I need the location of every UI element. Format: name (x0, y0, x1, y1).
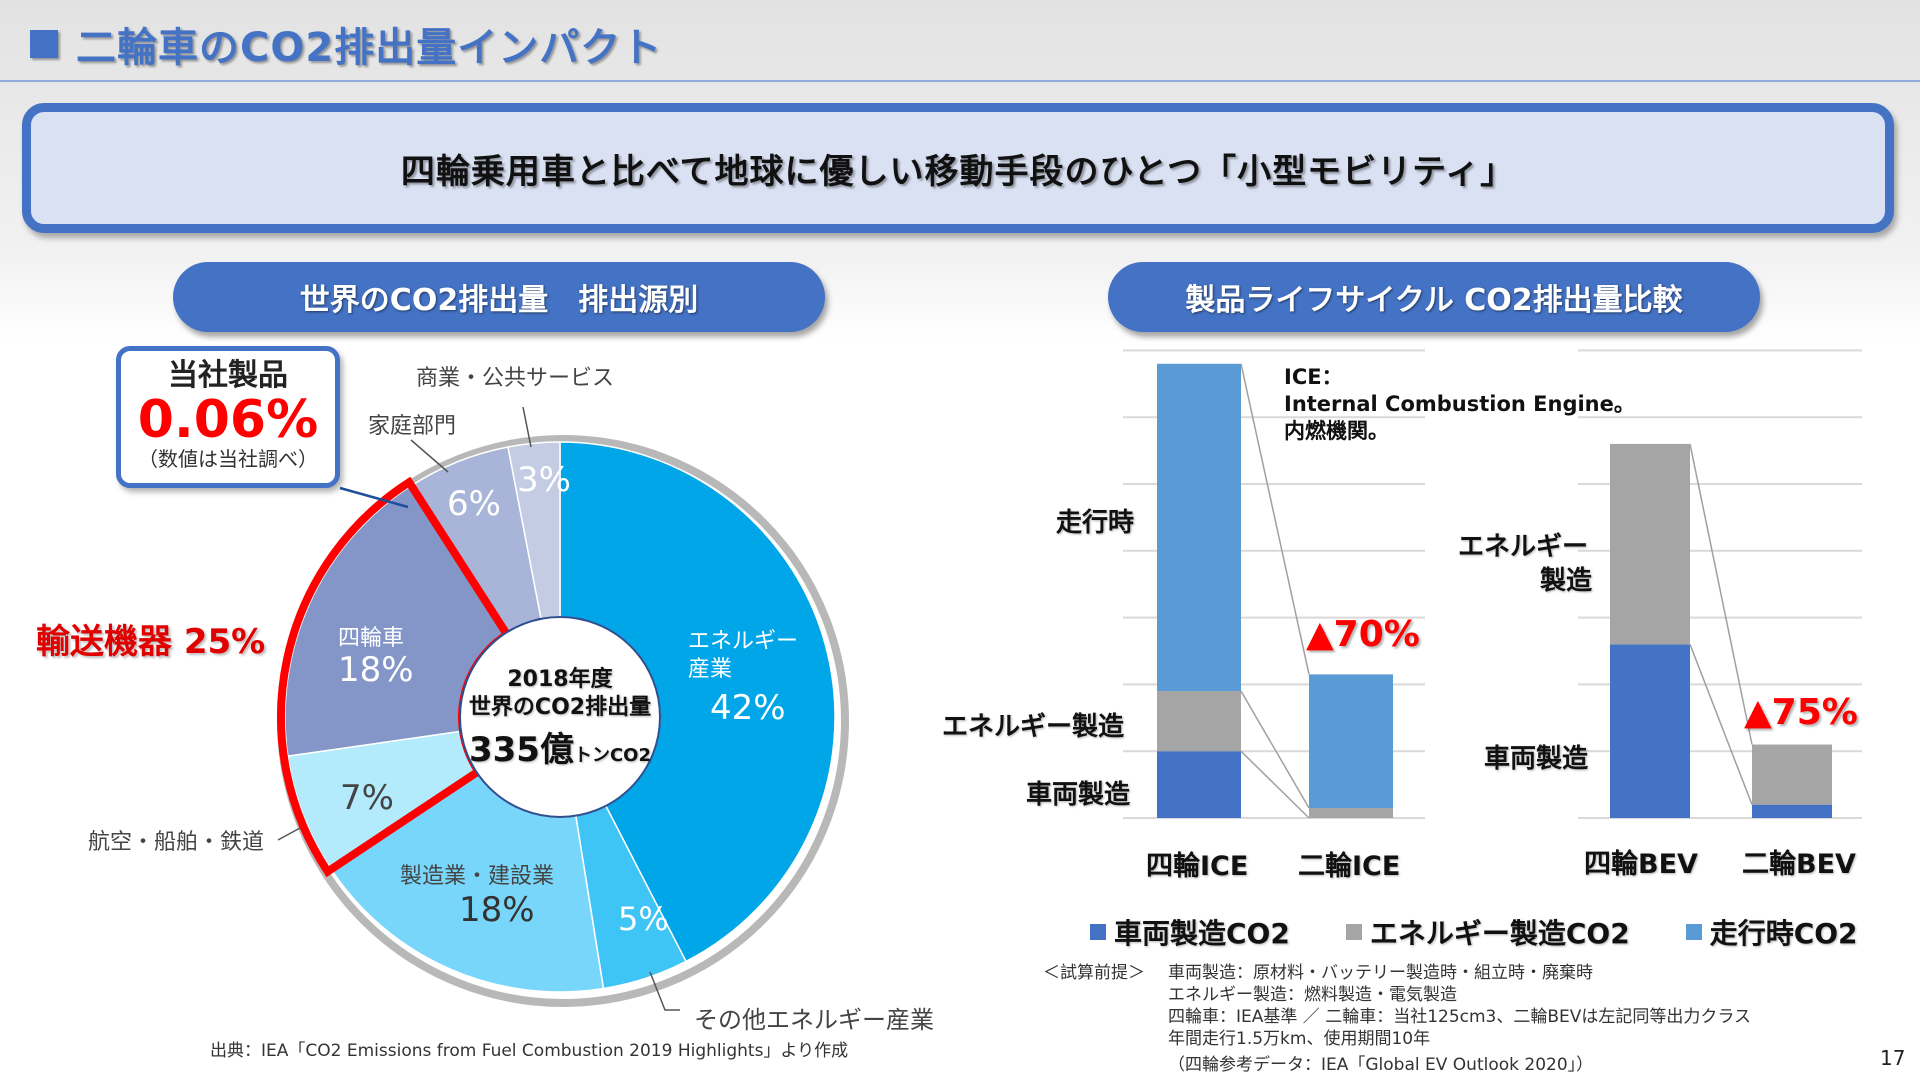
connector-line (1240, 363, 1310, 675)
page-title: 二輪車のCO2排出量インパクト (30, 14, 662, 74)
legend-swatch-icon (1345, 924, 1362, 940)
callout-leader-line (339, 486, 409, 509)
note-line: 年間走行1.5万km、使用期間10年 (1168, 1029, 1431, 1049)
slice-pct-household: 6% (447, 484, 501, 524)
donut-chart (277, 435, 849, 1007)
center-unit: トンCO2 (573, 745, 652, 766)
connector-line (1689, 443, 1753, 745)
note-line: 四輪車：IEA基準 ／ 二輪車：当社125cm3、二輪BEVは左記同等出力クラス (1168, 1007, 1752, 1027)
ice-reduction-label: ▲70% (1306, 614, 1420, 655)
pie-chart (277, 406, 849, 1011)
slice-name-energy: エネルギー産業 (688, 629, 799, 682)
slice-name-manufacturing: 製造業・建設業 (400, 864, 555, 889)
connector-line (1240, 750, 1310, 819)
center-caption: 世界のCO2排出量 (468, 695, 652, 720)
label-commercial: 商業・公共サービス (416, 366, 615, 391)
aviation-leader-line (277, 827, 301, 841)
other-energy-leader-line (649, 971, 680, 1011)
bar-segment (1610, 644, 1690, 818)
slice-name-four-wheel: 四輪車 (338, 626, 405, 651)
slice-pct-other-energy: 5% (618, 900, 669, 938)
commercial-leader-line (522, 406, 532, 448)
bar-segment (1752, 744, 1832, 805)
label-running: 走行時 (1056, 508, 1135, 538)
slice-pct-commercial: 3% (517, 460, 571, 500)
bar-section-title-text: 製品ライフサイクル CO2排出量比較 (1185, 283, 1683, 318)
label-bev-energy-2: 製造 (1540, 566, 1593, 596)
slice-pct-energy: 42% (710, 688, 786, 728)
donut-center-text: 2018年度 世界のCO2排出量 335億トンCO2 (460, 666, 660, 771)
bar-charts (1123, 349, 1862, 819)
legend-label: 走行時CO2 (1709, 917, 1858, 950)
connector-line (1240, 690, 1310, 809)
bev-reduction-label: ▲75% (1744, 692, 1858, 733)
center-year: 2018年度 (507, 667, 613, 692)
callout-note: （数値は当社調べ） (138, 447, 318, 471)
ice-note-line-2: Internal Combustion Engine。 (1284, 392, 1635, 416)
xlabel-two-wheel-bev: 二輪BEV (1742, 849, 1856, 880)
legend-item-running: 走行時CO2 (1685, 912, 1858, 952)
xlabel-two-wheel-ice: 二輪ICE (1298, 851, 1401, 882)
slice-pct-manufacturing: 18% (459, 890, 535, 930)
transport-total-label: 輸送機器 25% (36, 622, 266, 662)
stacked-bars (1157, 363, 1832, 819)
label-energy-production: エネルギー製造 (942, 712, 1125, 742)
page-title-text: 二輪車のCO2排出量インパクト (76, 25, 663, 71)
notes-tag: ＜試算前提＞ (1043, 963, 1145, 983)
bar-segment (1157, 691, 1241, 752)
bar-segment (1610, 443, 1690, 645)
ice-note-line-3: 内燃機関。 (1284, 419, 1389, 443)
bar-section-title: 製品ライフサイクル CO2排出量比較 (1108, 262, 1760, 332)
note-line: 車両製造：原材料・バッテリー製造時・組立時・廃棄時 (1168, 963, 1593, 983)
legend-item-vehicle: 車両製造CO2 (1090, 912, 1290, 952)
pie-section-title: 世界のCO2排出量 排出源別 (173, 262, 825, 332)
xlabel-four-wheel-ice: 四輪ICE (1146, 851, 1249, 882)
legend-label: 車両製造CO2 (1114, 917, 1290, 950)
bar-segment (1752, 804, 1832, 818)
company-share-callout: 当社製品 0.06% （数値は当社調べ） (116, 346, 340, 488)
pie-section-title-text: 世界のCO2排出量 排出源別 (299, 283, 699, 318)
center-value: 335億 (468, 730, 574, 770)
ice-definition-note: ICE： Internal Combustion Engine。 内燃機関。 (1284, 364, 1635, 445)
headline-banner: 四輪乗用車と比べて地球に優しい移動手段のひとつ「小型モビリティ」 (22, 103, 1894, 233)
label-bev-vehicle: 車両製造 (1484, 744, 1589, 774)
ice-note-line-1: ICE： (1284, 365, 1343, 389)
title-divider (0, 80, 1920, 82)
headline-text: 四輪乗用車と比べて地球に優しい移動手段のひとつ「小型モビリティ」 (400, 151, 1516, 192)
legend-swatch-icon (1090, 924, 1106, 940)
label-vehicle-production: 車両製造 (1026, 780, 1131, 810)
label-bev-energy-1: エネルギー (1458, 532, 1589, 562)
note-line: エネルギー製造：燃料製造・電気製造 (1168, 985, 1457, 1005)
xlabel-four-wheel-bev: 四輪BEV (1584, 849, 1698, 880)
donut-center (459, 616, 661, 818)
label-aviation: 航空・船舶・鉄道 (88, 830, 265, 855)
page-number: 17 (1880, 1046, 1906, 1070)
pie-source-note: 出典：IEA「CO2 Emissions from Fuel Combustio… (210, 1041, 849, 1061)
slice-pct-aviation: 7% (340, 778, 394, 818)
chart-legend: 車両製造CO2 エネルギー製造CO2 走行時CO2 (1090, 912, 1858, 952)
slice-pct-four-wheel: 18% (338, 650, 414, 690)
callout-value: 0.06% (137, 390, 319, 450)
bar-segment (1309, 807, 1393, 818)
connector-line (1689, 644, 1753, 805)
legend-swatch-icon (1685, 924, 1702, 940)
household-leader-line (410, 439, 449, 473)
title-bullet-icon (30, 30, 58, 58)
legend-item-energy: エネルギー製造CO2 (1345, 912, 1630, 952)
note-line: （四輪参考データ：IEA「Global EV Outlook 2020」） (1168, 1055, 1594, 1075)
slice-label-energy: エネルギー産業 42% (688, 628, 808, 728)
bar-segment (1157, 363, 1241, 692)
label-other-energy: その他エネルギー産業 (694, 1006, 934, 1034)
bar-segment (1157, 751, 1241, 818)
legend-label: エネルギー製造CO2 (1369, 917, 1630, 950)
label-household: 家庭部門 (368, 414, 457, 439)
bar-segment (1309, 674, 1393, 808)
callout-title: 当社製品 (168, 358, 288, 393)
